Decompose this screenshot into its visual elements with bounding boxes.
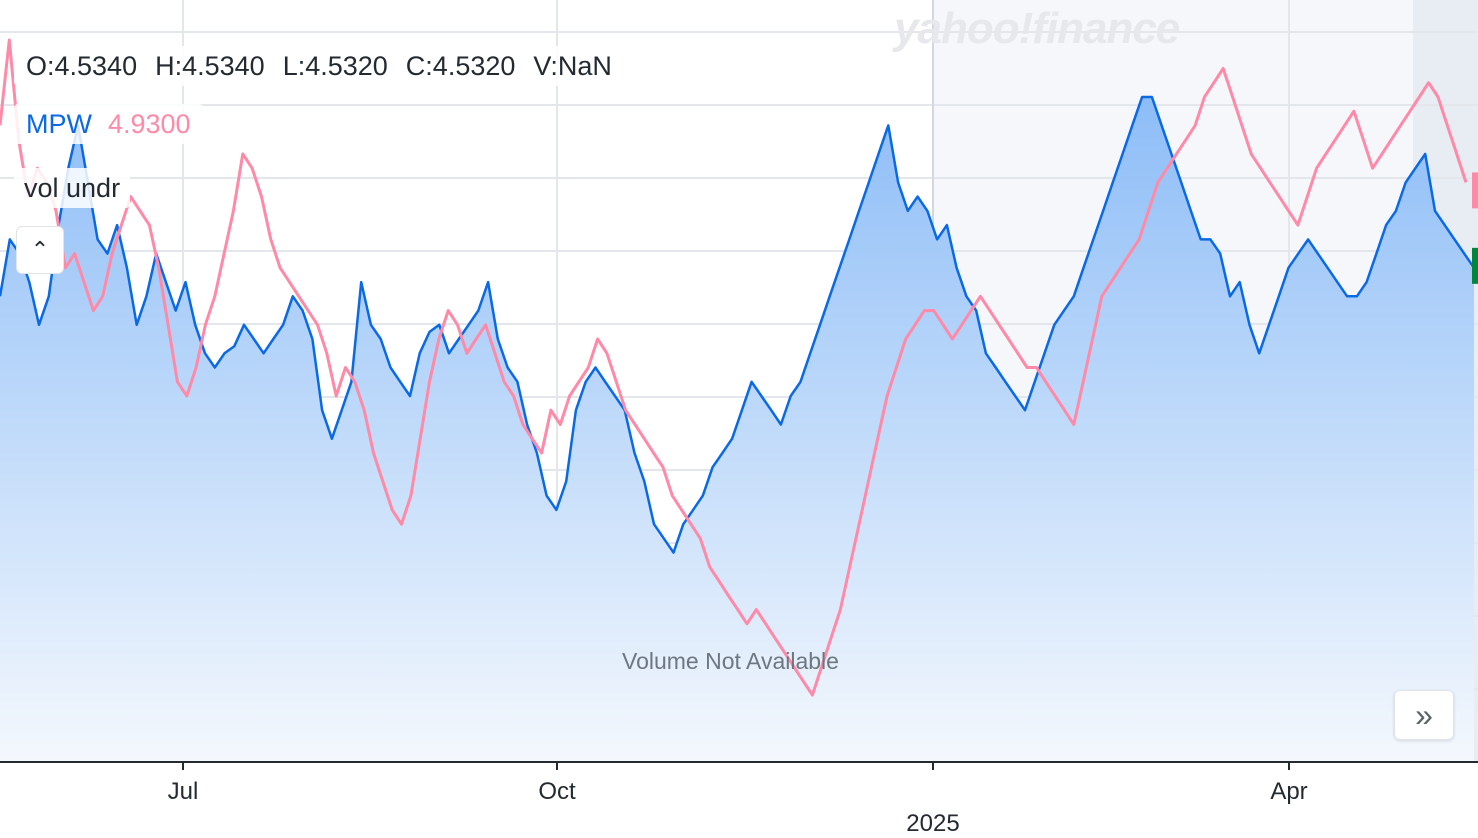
x-tick-label: Apr (1270, 778, 1308, 805)
series-legend: MPW 4.9300 (14, 104, 203, 144)
series-line-compare (0, 38, 1468, 697)
ohlc-volume: V:NaN (533, 50, 612, 81)
watermark: yahoo!finance (894, 4, 1180, 53)
compare-price-marker (1472, 172, 1478, 209)
x-tick-label: 2025 (906, 810, 960, 837)
ohlc-high: H:4.5340 (155, 50, 265, 81)
series-line-mpw (0, 95, 1476, 554)
series-area-mpw (0, 97, 1474, 762)
last-price-marker (1472, 247, 1478, 284)
chevron-up-icon: ⌃ (30, 237, 50, 262)
legend-symbol[interactable]: MPW (26, 108, 92, 139)
collapse-legend-button[interactable]: ⌃ (16, 226, 64, 274)
ohlc-low: L:4.5320 (282, 50, 388, 81)
double-chevron-right-icon: » (1415, 696, 1433, 733)
x-tick-label: Jul (167, 778, 199, 805)
scroll-to-latest-button[interactable]: » (1394, 690, 1454, 740)
x-tick-label: Oct (538, 778, 576, 805)
volume-indicator-label[interactable]: vol undr (14, 168, 131, 208)
ohlc-open: O:4.5340 (26, 50, 138, 81)
ohlc-readout: O:4.5340 H:4.5340 L:4.5320 C:4.5320 V:Na… (14, 46, 624, 86)
legend-compare-value: 4.9300 (107, 108, 191, 139)
ohlc-close: C:4.5320 (405, 50, 516, 81)
volume-not-available: Volume Not Available (622, 648, 839, 674)
